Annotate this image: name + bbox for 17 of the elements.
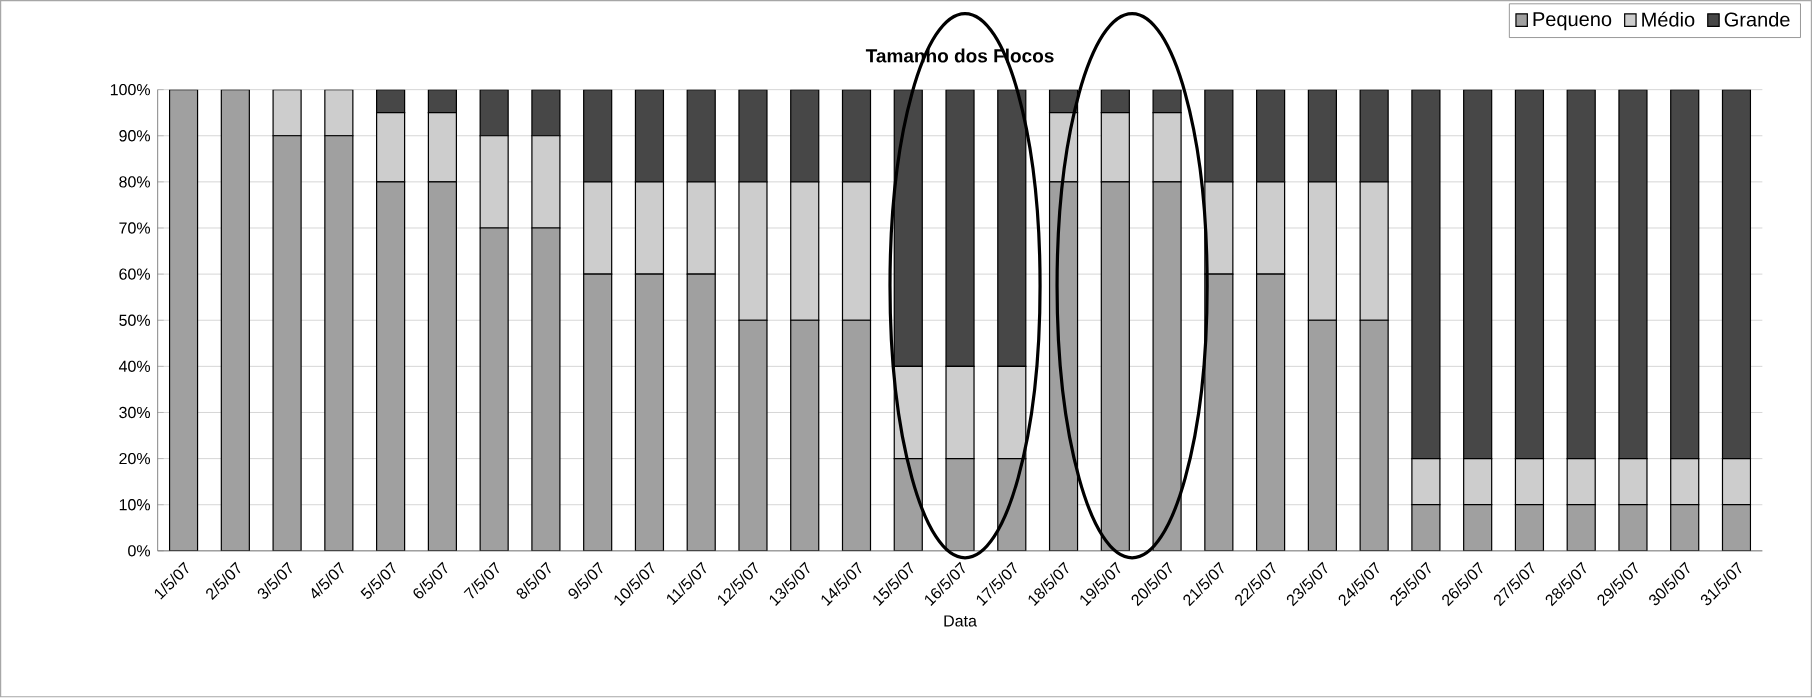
y-tick-label: 90%	[119, 130, 151, 142]
y-tick-label: 20%	[119, 453, 151, 465]
y-tick-label: 100%	[110, 84, 151, 96]
y-tick-label: 50%	[119, 314, 151, 327]
y-tick-label: 30%	[119, 407, 151, 419]
y-tick-label: 10%	[119, 499, 151, 511]
legend-label: Grande	[1724, 12, 1790, 27]
y-tick-label: 80%	[119, 176, 151, 188]
bar	[168, 89, 199, 552]
legend-label: Médio	[1642, 12, 1695, 27]
x-axis-title: Data	[944, 615, 977, 627]
y-tick-label: 40%	[118, 360, 151, 373]
legend-label: Pequeno	[1533, 12, 1612, 31]
y-tick-label: 0%	[128, 545, 151, 557]
y-tick-label: 70%	[119, 222, 151, 234]
bar	[220, 89, 250, 552]
y-tick-label: 60%	[119, 268, 151, 281]
